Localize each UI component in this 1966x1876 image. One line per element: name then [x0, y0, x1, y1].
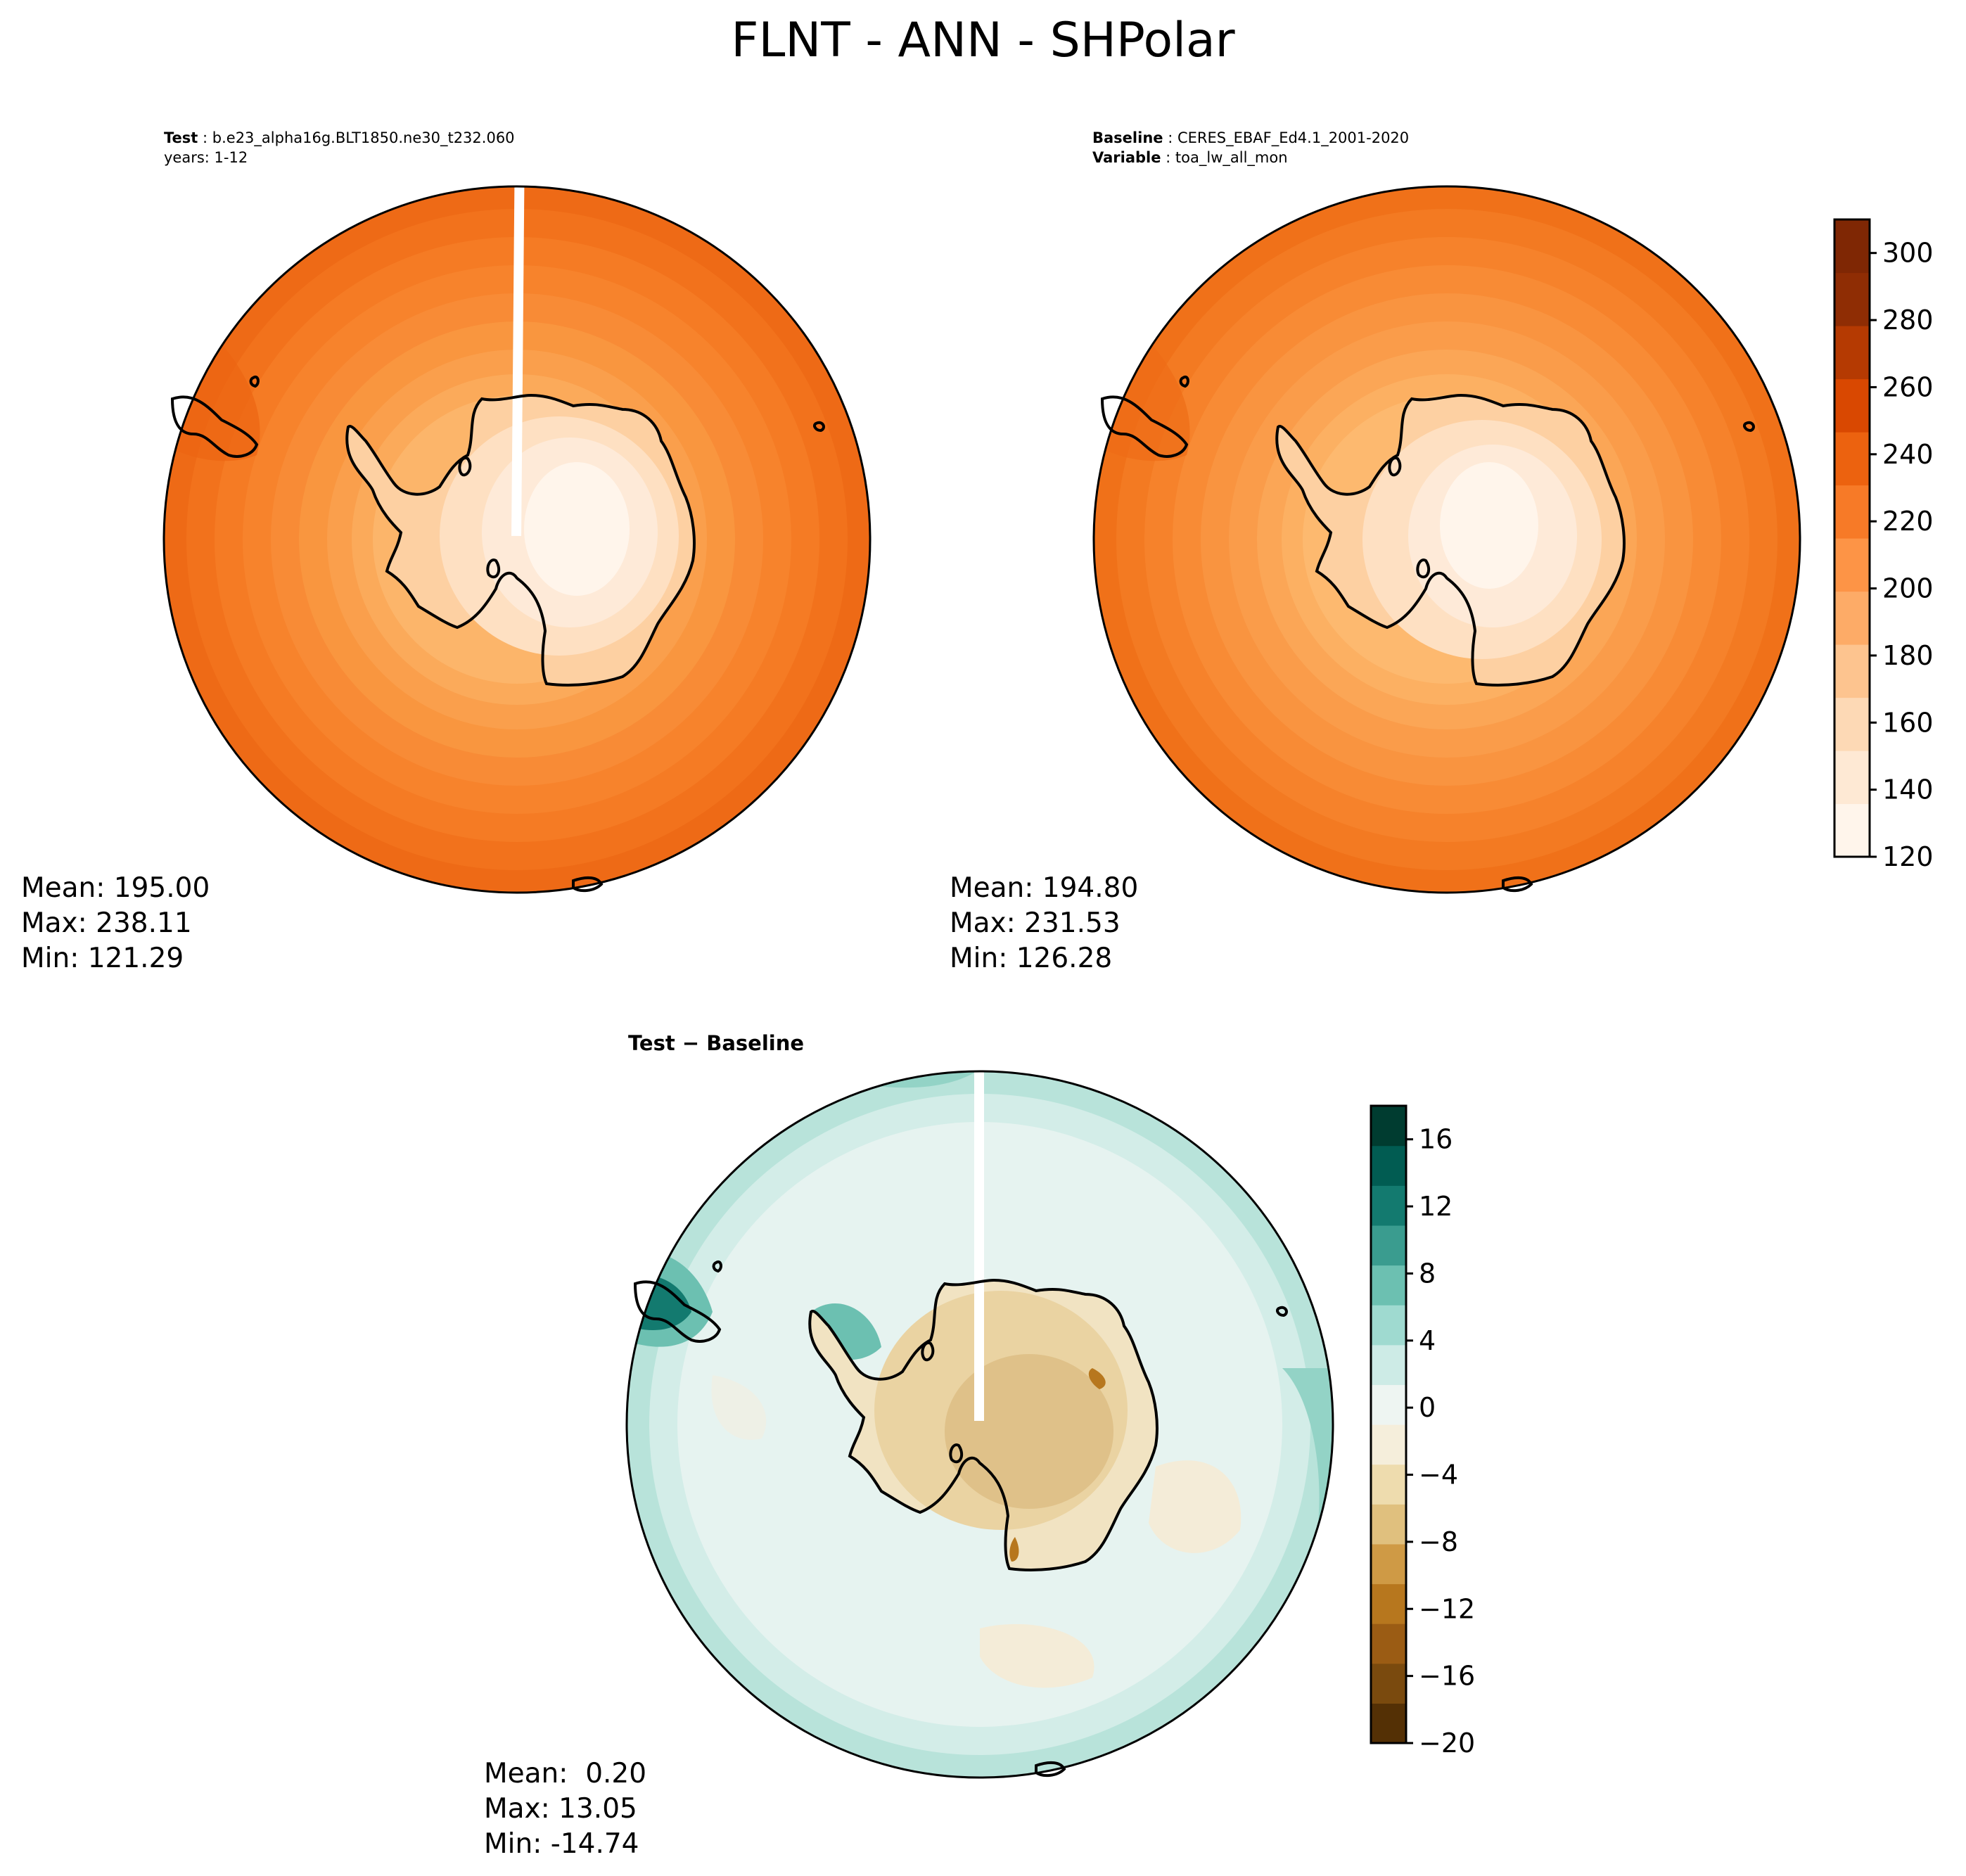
- colorbar-diff-swatch: [1371, 1225, 1406, 1266]
- colorbar-diff-swatch: [1371, 1384, 1406, 1425]
- colorbar-main-swatch: [1834, 272, 1870, 326]
- baseline-mean: Mean: 194.80: [950, 872, 1139, 904]
- colorbar-diff-tick-label: −8: [1419, 1526, 1458, 1557]
- test-min: Min: 121.29: [21, 943, 184, 974]
- baseline-name: CERES_EBAF_Ed4.1_2001-2020: [1177, 129, 1410, 146]
- baseline-field: [1094, 186, 1800, 893]
- colorbar-main-swatch: [1834, 538, 1870, 592]
- diff-field: [627, 1071, 1333, 1778]
- colorbar-diff-tick-label: −16: [1419, 1661, 1475, 1692]
- colorbar-diff-tick-label: 16: [1419, 1124, 1453, 1155]
- colorbar-main-swatch: [1834, 697, 1870, 751]
- colorbar-diff-swatch: [1371, 1703, 1406, 1744]
- colorbar-diff-tick-label: 4: [1419, 1325, 1436, 1356]
- colorbar-diff-swatch: [1371, 1185, 1406, 1226]
- colorbar-main-tick-label: 280: [1882, 305, 1934, 336]
- diff-title: Test − Baseline: [628, 1031, 805, 1055]
- colorbar-main-swatch: [1834, 591, 1870, 645]
- colorbar-main-swatch: [1834, 378, 1870, 433]
- colorbar-main-swatch: [1834, 326, 1870, 380]
- colorbar-diff-tick-label: −4: [1419, 1460, 1458, 1491]
- baseline-header: Baseline : CERES_EBAF_Ed4.1_2001-2020: [1092, 128, 1409, 148]
- baseline-var-sep: :: [1161, 149, 1175, 166]
- baseline-max: Max: 231.53: [950, 907, 1121, 939]
- colorbar-main-tick-label: 140: [1882, 774, 1934, 805]
- baseline-min: Min: 126.28: [950, 943, 1113, 974]
- test-mean: Mean: 195.00: [21, 872, 210, 904]
- colorbar-diff-tick-label: −20: [1419, 1728, 1475, 1759]
- diff-map: [625, 1070, 1334, 1779]
- colorbar-diff-swatch: [1371, 1583, 1406, 1624]
- colorbar-main-frame: [1833, 218, 1871, 858]
- colorbar-diff-swatch: [1371, 1265, 1406, 1306]
- colorbar-main-swatch: [1834, 644, 1870, 698]
- test-years: years: 1-12: [164, 149, 248, 166]
- colorbar-main: 120 140 160 180 200 220 240 260 280 300: [1833, 218, 1934, 872]
- colorbar-main-tick-label: 180: [1882, 640, 1934, 671]
- colorbar-main-tick-label: 260: [1882, 371, 1934, 402]
- colorbar-main-tick-label: 300: [1882, 238, 1934, 269]
- baseline-variable-row: Variable : toa_lw_all_mon: [1092, 148, 1288, 167]
- colorbar-diff-swatch: [1371, 1106, 1406, 1147]
- colorbar-main-swatch: [1834, 219, 1870, 274]
- baseline-map: [1092, 185, 1801, 894]
- baseline-sep: :: [1163, 129, 1177, 146]
- colorbar-diff: 16 12 8 4 0 −4 −8 −12 −16 −20: [1370, 1104, 1475, 1759]
- colorbar-diff-tick-label: −12: [1419, 1593, 1475, 1624]
- colorbar-diff-tick-label: 0: [1419, 1392, 1436, 1423]
- diff-min: Min: -14.74: [484, 1828, 639, 1860]
- colorbar-diff-swatch: [1371, 1344, 1406, 1385]
- figure-title: FLNT - ANN - SHPolar: [731, 13, 1235, 68]
- colorbar-diff-swatch: [1371, 1663, 1406, 1704]
- test-label: Test: [164, 129, 198, 146]
- test-sep: :: [198, 129, 212, 146]
- colorbar-diff-tick-label: 12: [1419, 1191, 1453, 1222]
- diff-stats: Mean: 0.20 Max: 13.05 Min: -14.74: [484, 1756, 646, 1862]
- baseline-variable: toa_lw_all_mon: [1175, 149, 1288, 166]
- colorbar-main-swatch: [1834, 432, 1870, 486]
- baseline-label: Baseline: [1092, 129, 1163, 146]
- colorbar-diff-swatch: [1371, 1623, 1406, 1664]
- colorbar-main-tick-label: 200: [1882, 573, 1934, 604]
- baseline-stats: Mean: 194.80 Max: 231.53 Min: 126.28: [950, 871, 1138, 976]
- colorbar-main-tick-label: 220: [1882, 506, 1934, 537]
- colorbar-diff-tick-label: 8: [1419, 1258, 1436, 1289]
- colorbar-diff-swatch: [1371, 1504, 1406, 1545]
- colorbar-main-tick-label: 160: [1882, 707, 1934, 738]
- colorbar-main-swatch: [1834, 485, 1870, 539]
- colorbar-main-tick-label: 120: [1882, 841, 1934, 872]
- colorbar-diff-swatch: [1371, 1305, 1406, 1346]
- diff-mean: Mean: 0.20: [484, 1758, 647, 1789]
- colorbar-main-swatch: [1834, 803, 1870, 857]
- colorbar-diff-swatch: [1371, 1543, 1406, 1585]
- colorbar-diff-frame: [1370, 1104, 1408, 1744]
- colorbar-diff-swatch: [1371, 1145, 1406, 1186]
- baseline-variable-label: Variable: [1092, 149, 1161, 166]
- colorbar-diff-swatch: [1371, 1464, 1406, 1505]
- test-name: b.e23_alpha16g.BLT1850.ne30_t232.060: [212, 129, 515, 146]
- test-stats: Mean: 195.00 Max: 238.11 Min: 121.29: [21, 871, 210, 976]
- colorbar-main-swatch: [1834, 751, 1870, 805]
- diff-max: Max: 13.05: [484, 1793, 637, 1825]
- test-map: [162, 185, 872, 894]
- test-header: Test : b.e23_alpha16g.BLT1850.ne30_t232.…: [164, 128, 515, 148]
- colorbar-main-tick-label: 240: [1882, 439, 1934, 470]
- test-field: [164, 186, 870, 893]
- test-max: Max: 238.11: [21, 907, 192, 939]
- colorbar-diff-swatch: [1371, 1424, 1406, 1465]
